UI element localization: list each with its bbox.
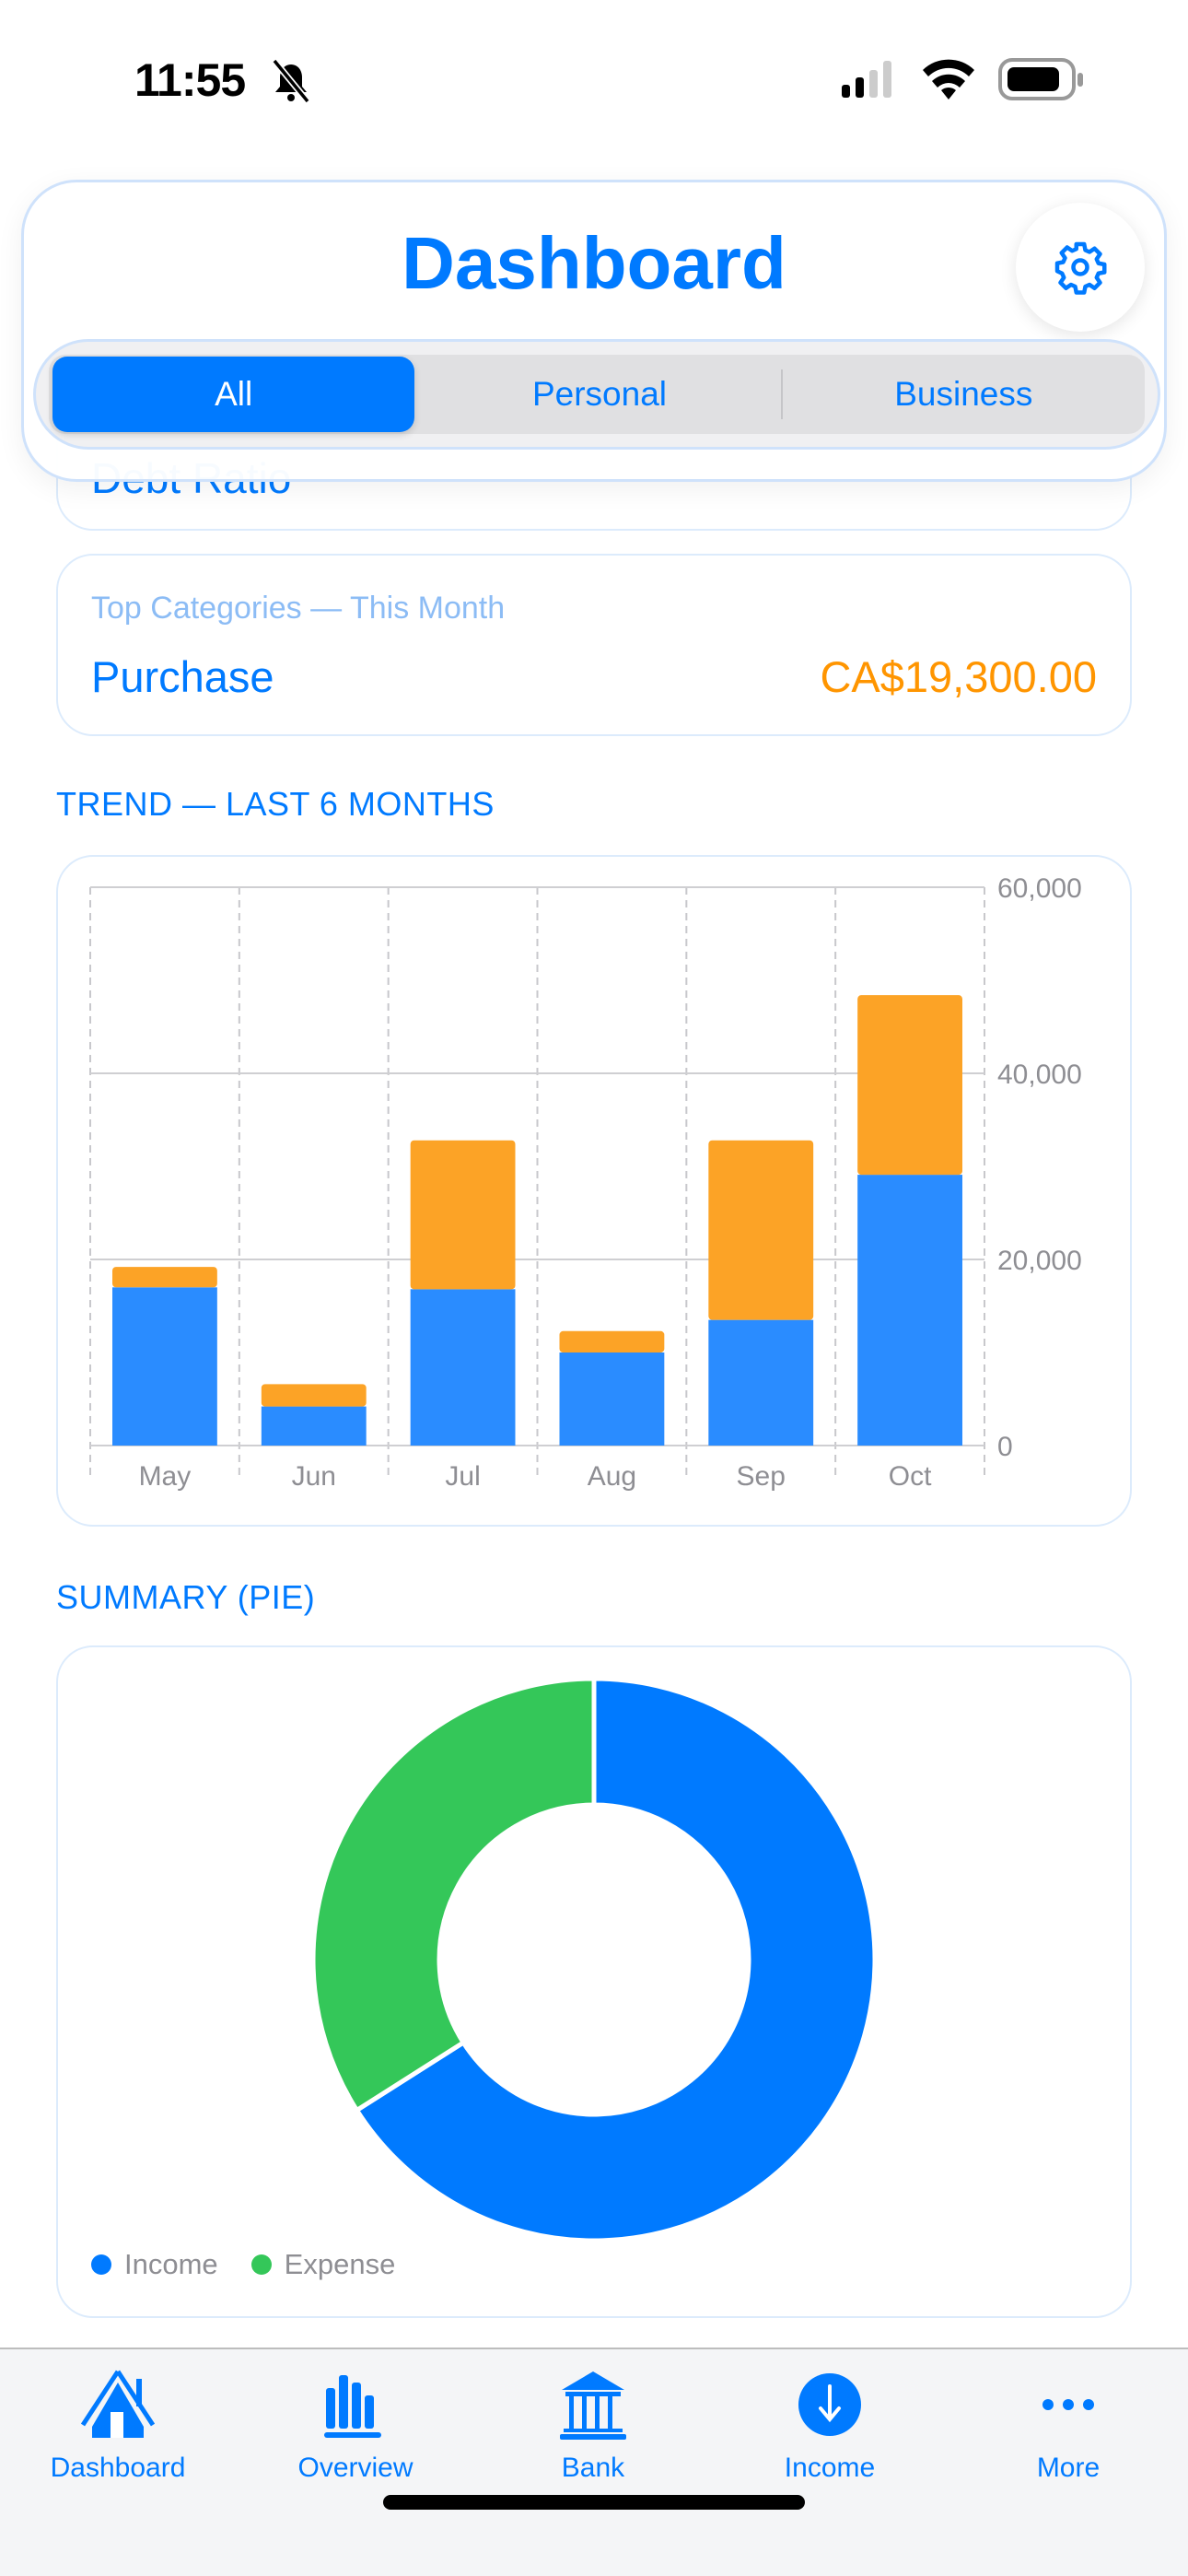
income-slice [354,1676,878,2243]
legend-income-swatch [91,2254,111,2275]
battery-icon [998,58,1083,100]
y-tick-label: 0 [997,1432,1013,1462]
home-indicator [383,2495,805,2510]
header: Dashboard All Personal Business [21,180,1167,482]
x-tick-label: Sep [737,1461,786,1492]
income-bar [708,1319,814,1446]
trend-bar-chart: 0 20,000 40,000 60,000 May Jun Jul Aug Sep Oct [89,873,1082,1492]
legend-expense-label: Expense [284,2248,396,2280]
pie-legend: Income Expense [91,2248,395,2281]
tab-label: Dashboard [50,2453,186,2483]
wifi-icon [923,59,974,100]
tab-label: Income [784,2453,876,2483]
income-bar [857,1175,962,1446]
settings-button[interactable] [1016,203,1145,332]
x-tick-label: Jul [445,1461,480,1492]
top-categories-subtitle: Top Categories — This Month [91,591,506,626]
x-tick-label: May [139,1461,192,1492]
segment-business[interactable]: Business [894,375,1033,413]
expense-bar [112,1267,217,1288]
income-bar [112,1287,217,1446]
x-tick-label: Oct [889,1461,932,1492]
bell-slash-icon [272,59,310,103]
tab-label: Bank [561,2453,625,2483]
y-tick-label: 60,000 [997,873,1082,904]
tab-dashboard[interactable]: Dashboard [17,2349,219,2515]
summary-donut-chart [310,1676,878,2243]
expense-slice [310,1676,597,2113]
expense-bar [857,995,962,1176]
x-tick-label: Aug [588,1461,636,1492]
summary-pie-card: Income Expense [56,1645,1132,2318]
summary-heading: SUMMARY (PIE) [56,1578,316,1616]
gear-icon [1054,241,1107,295]
bank-icon [560,2371,626,2440]
scope-segmented-control: All Personal Business [33,339,1160,450]
segment-divider [780,369,783,419]
top-category-name: Purchase [91,652,274,701]
tab-income[interactable]: Income [728,2349,931,2515]
y-tick-label: 40,000 [997,1060,1082,1090]
tab-bar: Dashboard Overview Bank Income More [0,2348,1188,2576]
y-tick-label: 20,000 [997,1246,1082,1276]
expense-bar [410,1140,516,1290]
segment-personal[interactable]: Personal [531,375,667,413]
page-title: Dashboard [402,222,786,304]
tab-label: More [1036,2453,1101,2483]
legend-income-label: Income [124,2248,218,2280]
house-icon [81,2370,155,2438]
tab-bank[interactable]: Bank [492,2349,694,2515]
trend-heading: TREND — LAST 6 MONTHS [56,785,495,823]
expense-bar [559,1330,665,1352]
tab-more[interactable]: More [967,2349,1170,2515]
expense-bar [261,1384,367,1407]
top-category-amount: CA$19,300.00 [820,652,1097,701]
legend-expense-swatch [250,2254,272,2275]
cellular-signal-icon [842,61,891,98]
income-bar [559,1352,665,1446]
segment-all[interactable]: All [52,357,415,432]
status-time: 11:55 [134,54,246,106]
arrow-down-circle-icon [798,2373,861,2436]
tab-label: Overview [297,2453,413,2483]
ellipsis-icon [1042,2399,1094,2410]
income-bar [261,1406,367,1446]
income-bar [410,1289,516,1446]
trend-chart-card: 0 20,000 40,000 60,000 May Jun Jul Aug Sep Oct [56,855,1132,1527]
bar-chart-icon [324,2375,381,2438]
top-categories-card[interactable]: Top Categories — This Month Purchase CA$… [56,554,1132,736]
expense-bar [708,1140,814,1320]
tab-overview[interactable]: Overview [254,2349,457,2515]
x-tick-label: Jun [292,1461,336,1492]
